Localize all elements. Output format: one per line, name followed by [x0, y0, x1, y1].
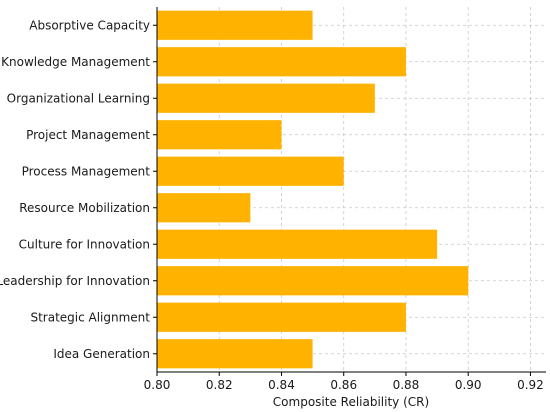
bar-organizational-learning [157, 83, 375, 113]
category-label: Process Management [22, 164, 151, 178]
category-label: Resource Mobilization [19, 201, 150, 215]
bar-absorptive-capacity [157, 10, 313, 40]
category-label: Culture for Innovation [19, 237, 150, 251]
category-label: Leadership for Innovation [0, 274, 150, 288]
axes [153, 7, 546, 376]
category-label: Project Management [26, 128, 150, 142]
bar-knowledge-management [157, 47, 406, 77]
x-tick-labels: 0.80 0.82 0.84 0.86 0.88 0.90 0.92 [144, 378, 544, 392]
bar-idea-generation [157, 339, 313, 369]
bar-leadership-for-innovation [157, 266, 469, 296]
bar-resource-mobilization [157, 193, 251, 223]
bar-culture-for-innovation [157, 229, 438, 259]
x-tick-label: 0.88 [393, 378, 420, 392]
x-tick-label: 0.80 [144, 378, 171, 392]
bar-strategic-alignment [157, 302, 406, 332]
category-label: Knowledge Management [1, 55, 150, 69]
category-label: Idea Generation [53, 347, 150, 361]
bar-project-management [157, 120, 282, 150]
category-label: Organizational Learning [7, 91, 150, 105]
x-tick-label: 0.84 [268, 378, 295, 392]
x-axis-label: Composite Reliability (CR) [273, 395, 429, 409]
bar-process-management [157, 156, 344, 186]
bars [157, 10, 469, 369]
x-tick-label: 0.82 [206, 378, 233, 392]
category-label: Strategic Alignment [30, 310, 150, 324]
category-labels: Absorptive Capacity Knowledge Management O… [0, 18, 150, 361]
x-tick-label: 0.86 [330, 378, 357, 392]
x-tick-label: 0.92 [517, 378, 544, 392]
category-label: Absorptive Capacity [29, 18, 150, 32]
x-tick-label: 0.90 [455, 378, 482, 392]
